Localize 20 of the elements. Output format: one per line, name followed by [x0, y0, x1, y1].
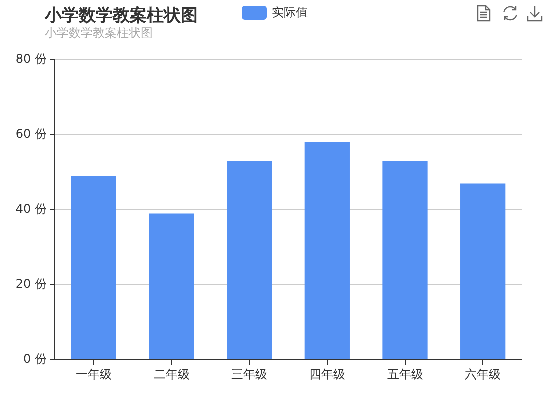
- x-tick-label: 二年级: [154, 367, 190, 382]
- bar: [382, 161, 428, 360]
- x-tick-label: 六年级: [465, 367, 502, 382]
- chart-subtitle: 小学数学教案柱状图: [45, 26, 153, 40]
- bar: [460, 184, 506, 360]
- y-tick-label: 40 份: [16, 202, 47, 216]
- x-tick-label: 三年级: [232, 367, 268, 382]
- x-tick-label: 四年级: [309, 367, 346, 382]
- bar: [71, 176, 116, 360]
- bar: [227, 161, 272, 360]
- y-tick-label: 60 份: [16, 127, 47, 142]
- bar: [304, 142, 350, 360]
- y-tick-label: 0 份: [24, 352, 47, 366]
- x-tick-label: 一年级: [76, 367, 112, 382]
- y-tick-label: 20 份: [16, 277, 47, 292]
- bar: [149, 214, 194, 360]
- y-tick-label: 80 份: [16, 52, 47, 66]
- x-tick-label: 五年级: [387, 367, 424, 382]
- chart-title: 小学数学教案柱状图: [44, 5, 198, 26]
- legend-label: 实际值: [272, 6, 308, 20]
